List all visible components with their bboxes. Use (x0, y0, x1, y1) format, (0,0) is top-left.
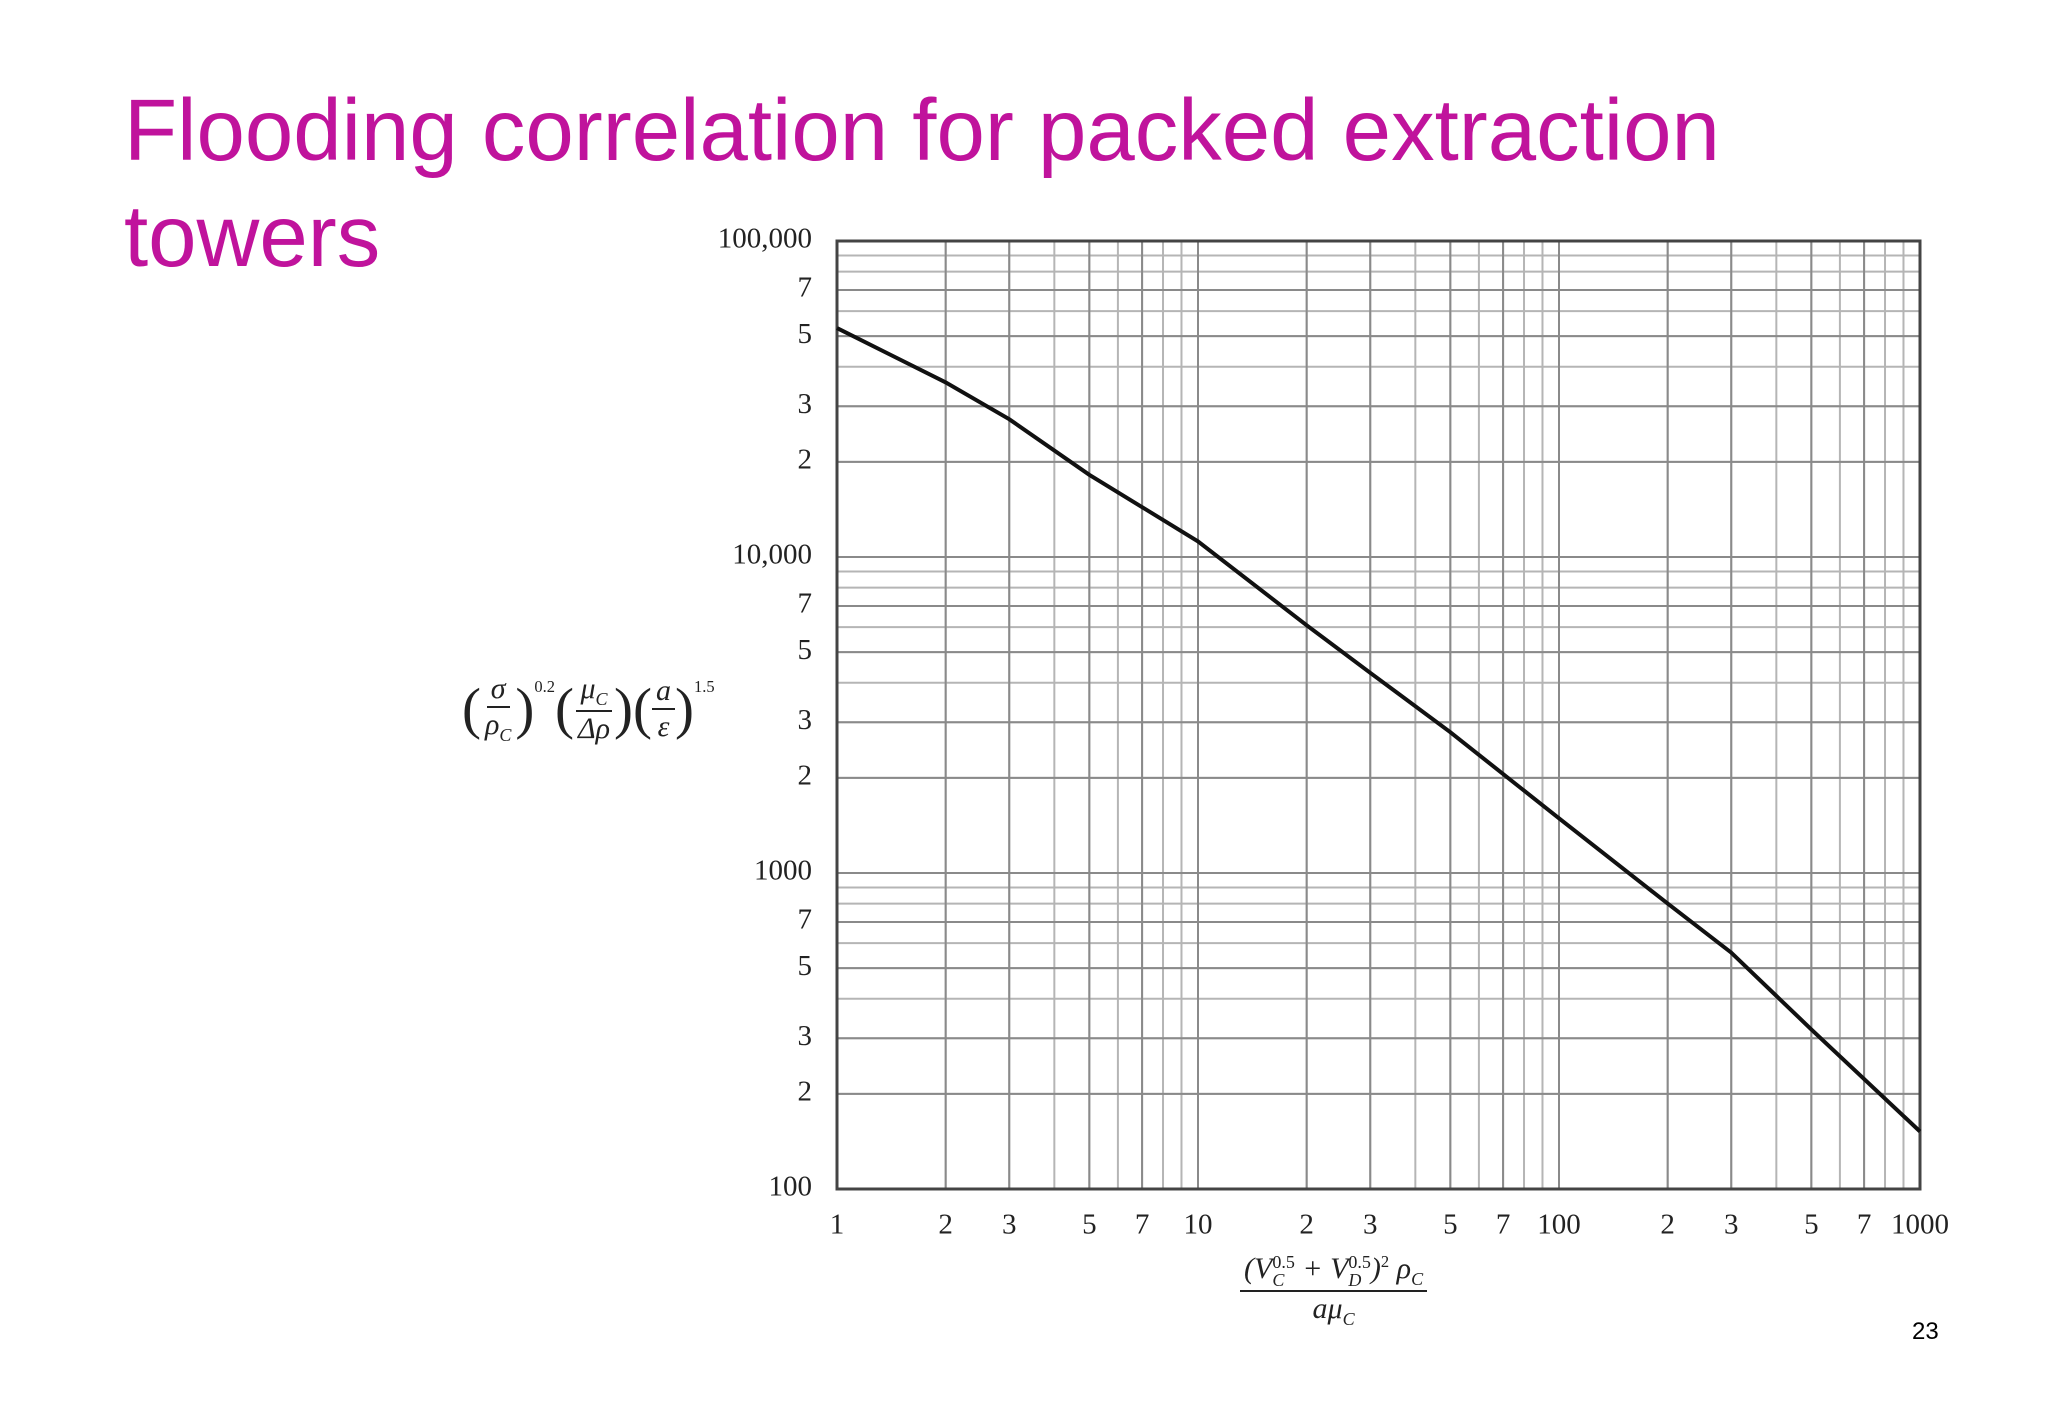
y-tick-label: 5 (798, 318, 813, 350)
y-tick-label: 3 (798, 704, 813, 736)
subscript: C (499, 725, 512, 745)
y-tick-label: 100,000 (718, 223, 812, 255)
denominator: ρC (481, 708, 515, 746)
x-tick-label: 3 (1002, 1209, 1017, 1241)
y-tick-label: 100 (769, 1171, 813, 1203)
y-tick-label: 2 (798, 760, 813, 792)
slide-title: Flooding correlation for packed extracti… (124, 82, 1720, 285)
paren: ) (515, 677, 535, 741)
x-tick-label: 7 (1496, 1209, 1511, 1241)
paren: ( (555, 677, 574, 741)
y-tick-label: 7 (798, 272, 813, 304)
numerator: μC (576, 672, 612, 712)
paren: ) (674, 677, 694, 741)
paren: ( (633, 677, 652, 741)
fraction: σ ρC (481, 672, 515, 746)
exponent: 1.5 (693, 676, 715, 696)
subscript: C (1272, 1270, 1285, 1291)
curve (836, 326, 1922, 1133)
subscript: D (1348, 1270, 1362, 1291)
y-axis-label: (σ ρC)0.2(μC Δρ)(a ε)1.5 (462, 672, 715, 746)
y-tick-label: 7 (798, 904, 813, 936)
x-tick-label: 3 (1363, 1209, 1378, 1241)
symbol: (V (1244, 1252, 1273, 1285)
symbol: σ (490, 672, 506, 705)
y-tick-label: 5 (798, 634, 813, 666)
y-tick-label: 5 (798, 950, 813, 982)
page-number: 23 (1912, 1318, 1939, 1345)
subscript: C (1342, 1309, 1355, 1329)
script-stack: 0.5 D (1348, 1253, 1371, 1289)
denominator: ε (654, 710, 674, 744)
x-tick-label: 3 (1724, 1209, 1739, 1241)
numerator: (V 0.5 C + V 0.5 D)2 ρC (1240, 1252, 1428, 1292)
symbol: μ (580, 672, 596, 705)
x-tick-label: 7 (1857, 1209, 1872, 1241)
script-stack: 0.5 C (1272, 1253, 1295, 1289)
paren: ( (462, 677, 481, 741)
x-tick-label: 2 (1660, 1209, 1675, 1241)
x-tick-label: 1 (830, 1209, 845, 1241)
y-tick-label: 10,000 (732, 539, 812, 571)
x-tick-label: 5 (1082, 1209, 1097, 1241)
fraction: μC Δρ (574, 672, 614, 746)
numerator: a (651, 674, 675, 710)
x-tick-label: 1000 (1891, 1209, 1949, 1241)
y-tick-label: 2 (798, 444, 813, 476)
symbol: ρ (484, 708, 500, 741)
exponent: 0.2 (534, 676, 556, 696)
y-tick-label: 7 (798, 588, 813, 620)
x-axis-label: (V 0.5 C + V 0.5 D)2 ρC aμC (1240, 1252, 1428, 1330)
x-tick-label: 100 (1537, 1209, 1581, 1241)
superscript: 2 (1380, 1252, 1390, 1271)
x-tick-label: 2 (1299, 1209, 1314, 1241)
symbol: a (655, 674, 671, 707)
y-tick-label: 2 (798, 1076, 813, 1108)
subscript: C (595, 689, 608, 709)
plot-frame (835, 239, 1922, 1191)
superscript: 0.5 (1348, 1252, 1371, 1273)
denominator: aμC (1309, 1292, 1359, 1330)
x-tick-label: 2 (938, 1209, 953, 1241)
x-tick-label: 10 (1184, 1209, 1213, 1241)
x-tick-label: 7 (1135, 1209, 1150, 1241)
symbol: Δρ (578, 712, 611, 745)
fraction: (V 0.5 C + V 0.5 D)2 ρC aμC (1240, 1252, 1428, 1330)
symbol: aμ (1312, 1292, 1343, 1325)
symbol: ε (657, 710, 670, 743)
y-tick-label: 3 (798, 388, 813, 420)
y-tick-label: 1000 (754, 855, 812, 887)
denominator: Δρ (574, 712, 614, 746)
symbol: ) (1370, 1252, 1381, 1285)
numerator: σ (486, 672, 510, 708)
x-tick-label: 5 (1804, 1209, 1819, 1241)
symbol: ρ (1389, 1252, 1412, 1285)
x-tick-label: 5 (1443, 1209, 1458, 1241)
symbol: + V (1294, 1252, 1349, 1285)
y-tick-label: 3 (798, 1020, 813, 1052)
subscript: C (1411, 1269, 1424, 1289)
paren: ) (614, 677, 633, 741)
superscript: 0.5 (1272, 1252, 1295, 1273)
